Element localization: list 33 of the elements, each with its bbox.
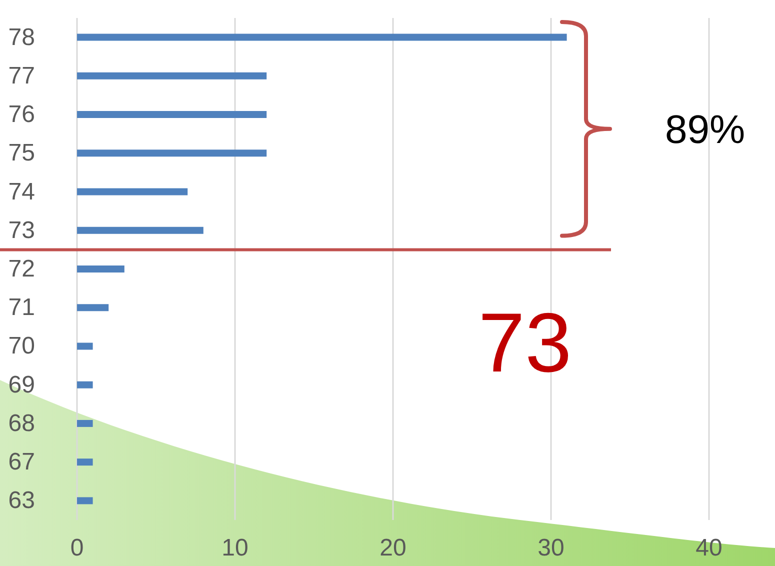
y-tick-label: 72 [8,256,35,282]
bar [77,304,109,312]
x-tick-label: 30 [538,534,564,562]
annotation: 89% [665,108,746,152]
x-tick-label: 40 [696,534,722,562]
x-tick-label: 10 [222,534,248,562]
ref-line-label: 73 [478,296,572,390]
y-tick-label: 75 [8,140,35,167]
y-tick-label: 74 [8,178,35,206]
bar [77,111,267,118]
y-tick-label: 76 [8,101,35,128]
y-tick-label: 70 [8,332,35,360]
y-tick-label: 71 [8,294,35,322]
bar [77,381,93,388]
x-tick-label: 20 [380,534,406,562]
bar [77,266,124,272]
y-tick-label: 73 [8,216,35,244]
bar [77,342,93,350]
bar [77,150,267,157]
bar [77,226,204,234]
y-tick-label: 78 [8,24,35,51]
y-tick-label: 68 [8,410,35,437]
bar [77,72,267,80]
bar [77,420,93,427]
bar [77,188,188,196]
x-tick-label: 0 [70,534,84,562]
y-tick-label: 77 [8,62,35,90]
bar [77,458,93,466]
y-tick-label: 67 [8,448,35,476]
bar [77,497,93,504]
bar [77,34,567,41]
y-tick-label: 69 [8,371,35,398]
y-tick-label: 63 [8,487,35,514]
